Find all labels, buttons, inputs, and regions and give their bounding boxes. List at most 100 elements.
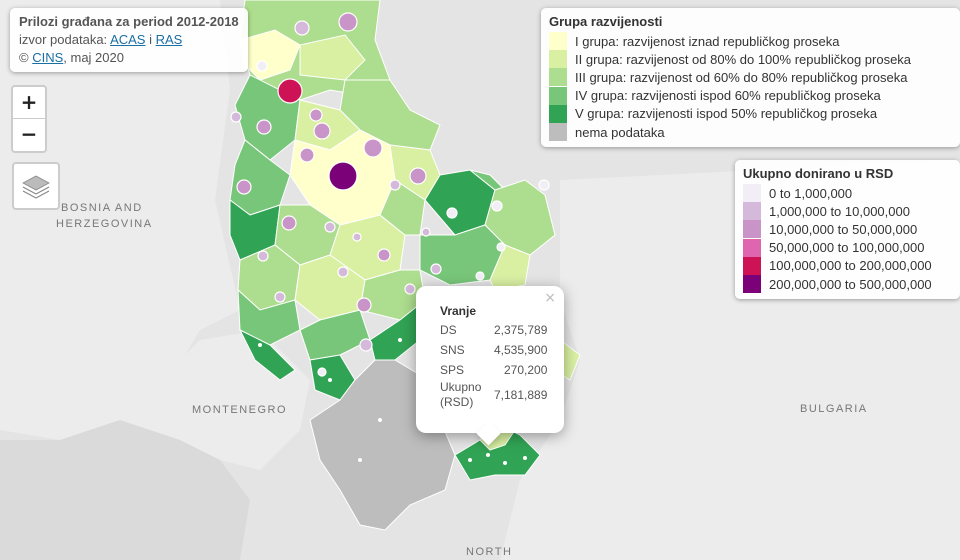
legend-swatch [743,256,761,275]
legend-swatch [549,50,567,69]
info-panel: Prilozi građana za period 2012-2018 izvo… [10,8,248,72]
legend-item: nema podataka [549,123,952,142]
country-label-bosnia: BOSNIA AND [61,202,143,214]
legend-title: Grupa razvijenosti [549,14,663,29]
legend-label: 1,000,000 to 10,000,000 [769,203,910,219]
legend-development-groups: Grupa razvijenosti I grupa: razvijenost … [541,8,960,148]
donation-marker[interactable] [281,215,297,231]
popup-row: Ukupno (RSD) 7,181,889 [440,380,548,409]
municipality[interactable] [379,179,426,236]
donation-marker[interactable] [446,207,458,219]
donation-marker[interactable] [356,297,372,313]
legend-label: 50,000,000 to 100,000,000 [769,240,925,256]
popup-close-button[interactable]: × [544,290,556,306]
donation-marker[interactable] [337,266,349,278]
legend-label: III grupa: razvijenost od 60% do 80% rep… [575,69,908,85]
municipality-popup: × Vranje DS 2,375,789 SNS 4,535,900 SPS 270… [416,286,564,446]
donation-marker[interactable] [338,12,358,32]
municipality[interactable] [238,328,296,381]
popup-row: DS 2,375,789 [440,323,548,337]
legend-title: Ukupno donirano u RSD [743,166,894,181]
donation-marker[interactable] [257,250,269,262]
popup-table: DS 2,375,789 SNS 4,535,900 SPS 270,200 Ukup… [438,320,549,410]
donation-marker[interactable] [256,60,268,72]
zoom-out-button[interactable]: − [20,122,38,146]
legend-item: 50,000,000 to 100,000,000 [743,238,952,257]
donation-marker[interactable] [299,147,315,163]
donation-marker[interactable] [359,338,373,352]
donation-marker[interactable] [430,263,442,275]
legend-swatch [549,123,567,142]
municipality-centroids [258,338,527,465]
legend-label: 0 to 1,000,000 [769,185,853,201]
country-label-north: NORTH [466,546,513,558]
cins-link[interactable]: CINS [32,50,64,65]
donation-marker[interactable] [294,20,310,36]
legend-swatch [743,238,761,257]
ras-link[interactable]: RAS [155,32,183,47]
donation-marker[interactable] [317,367,327,377]
donation-marker[interactable] [324,221,336,233]
legend-item: 1,000,000 to 10,000,000 [743,202,952,221]
donation-marker[interactable] [496,242,506,252]
donation-marker[interactable] [309,108,323,122]
acas-link[interactable]: ACAS [110,32,146,47]
legend-item: 100,000,000 to 200,000,000 [743,256,952,275]
donation-marker[interactable] [421,227,431,237]
donation-markers[interactable] [230,12,550,377]
legend-item: IV grupa: razvijenosti ispod 60% republi… [549,86,952,105]
donation-marker[interactable] [313,122,331,140]
legend-item: III grupa: razvijenost od 60% do 80% rep… [549,68,952,87]
donation-marker[interactable] [404,283,416,295]
donation-marker[interactable] [274,291,286,303]
zoom-control: + − [11,85,47,153]
donation-marker[interactable] [256,119,272,135]
donation-marker[interactable] [491,200,503,212]
zoom-in-button[interactable]: + [13,87,45,119]
source-line: izvor podataka: ACAS i RAS [19,32,183,47]
country-label-montenegro: MONTENEGRO [192,404,288,416]
legend-swatch [549,86,567,105]
legend-swatch [743,220,761,239]
donation-marker[interactable] [538,179,550,191]
donation-marker[interactable] [236,179,252,195]
legend-item: 0 to 1,000,000 [743,184,952,203]
legend-swatch [549,32,567,51]
legend-donations: Ukupno donirano u RSD 0 to 1,000,000 1,00… [735,160,960,300]
legend-label: I grupa: razvijenost iznad republičkog p… [575,33,840,49]
donation-marker[interactable] [377,248,391,262]
layers-icon [22,175,50,199]
donation-marker[interactable] [328,161,358,191]
legend-label: nema podataka [575,124,665,140]
popup-row: SNS 4,535,900 [440,343,548,357]
legend-item: 200,000,000 to 500,000,000 [743,275,952,294]
donation-marker[interactable] [409,167,427,185]
legend-label: 200,000,000 to 500,000,000 [769,276,932,292]
legend-label: 10,000,000 to 50,000,000 [769,221,918,237]
legend-swatch [549,104,567,123]
popup-row: SPS 270,200 [440,363,548,377]
legend-label: 100,000,000 to 200,000,000 [769,258,932,274]
popup-title: Vranje [440,304,477,318]
legend-item: I grupa: razvijenost iznad republičkog p… [549,32,952,51]
legend-item: V grupa: razvijenosti ispod 50% republič… [549,104,952,123]
legend-swatch [549,68,567,87]
donation-marker[interactable] [352,232,362,242]
layers-button[interactable] [12,162,60,210]
donation-marker[interactable] [363,138,383,158]
legend-swatch [743,202,761,221]
bosnia-area [0,0,240,440]
legend-label: V grupa: razvijenosti ispod 50% republič… [575,106,878,122]
country-label-herzegovina: HERZEGOVINA [56,218,153,230]
map-title: Prilozi građana za period 2012-2018 [19,14,239,29]
municipality[interactable] [299,34,366,81]
legend-label: IV grupa: razvijenosti ispod 60% republi… [575,88,881,104]
donation-marker[interactable] [277,78,303,104]
legend-item: 10,000,000 to 50,000,000 [743,220,952,239]
legend-label: II grupa: razvijenost od 80% do 100% rep… [575,51,912,67]
donation-marker[interactable] [389,179,401,191]
donation-marker[interactable] [230,111,242,123]
country-label-bulgaria: BULGARIA [800,403,868,415]
legend-swatch [743,184,761,203]
donation-marker[interactable] [475,271,485,281]
